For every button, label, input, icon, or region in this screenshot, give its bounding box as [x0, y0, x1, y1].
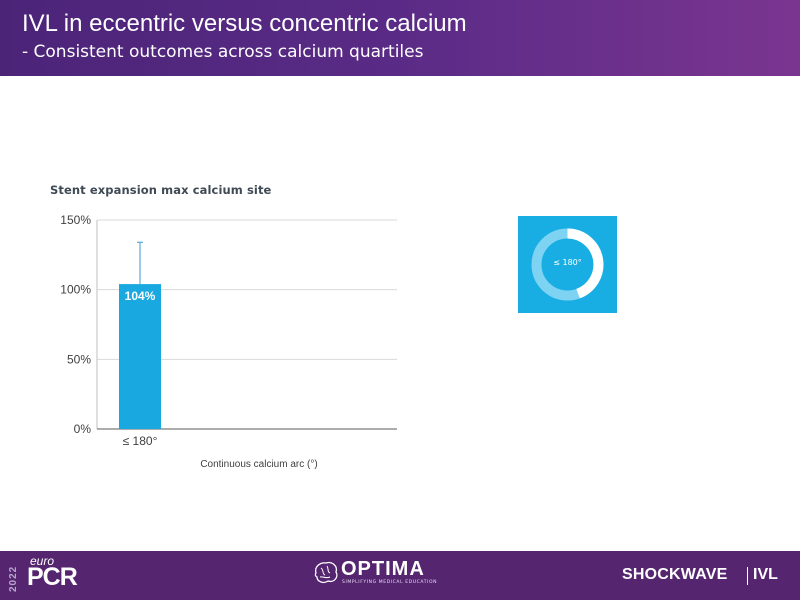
ivl-logo-text: IVL	[753, 566, 778, 583]
bar-value-label: 104%	[125, 289, 156, 303]
slide-title: IVL in eccentric versus concentric calci…	[22, 10, 467, 37]
y-tick-label: 150%	[60, 213, 91, 227]
x-axis-label: Continuous calcium arc (°)	[200, 459, 317, 470]
logo-divider	[747, 567, 748, 585]
footer-bar	[0, 551, 800, 600]
optima-brain-icon	[314, 561, 338, 584]
donut-label: ≤ 180°	[553, 258, 582, 267]
slide-subtitle: - Consistent outcomes across calcium qua…	[22, 42, 424, 62]
optima-tagline: SIMPLIFYING MEDICAL EDUCATION	[342, 580, 438, 585]
europcr-euro-text: euro	[30, 554, 55, 568]
header-banner: IVL in eccentric versus concentric calci…	[0, 0, 800, 76]
europcr-year: 2022	[8, 565, 19, 592]
optima-logo-text: OPTIMA	[341, 558, 425, 580]
donut-chart	[531, 228, 604, 301]
y-tick-label: 0%	[74, 422, 92, 436]
y-tick-label: 50%	[67, 352, 91, 366]
bar	[119, 284, 161, 429]
x-category-label: ≤ 180°	[123, 434, 158, 448]
donut-panel: ≤ 180°	[518, 216, 617, 313]
chart-title: Stent expansion max calcium site	[50, 183, 272, 197]
shockwave-logo-text: SHOCKWAVE	[622, 566, 728, 583]
y-tick-label: 100%	[60, 283, 91, 297]
donut-ring-white	[567, 228, 604, 299]
europcr-logo-text: PCR	[27, 563, 78, 591]
